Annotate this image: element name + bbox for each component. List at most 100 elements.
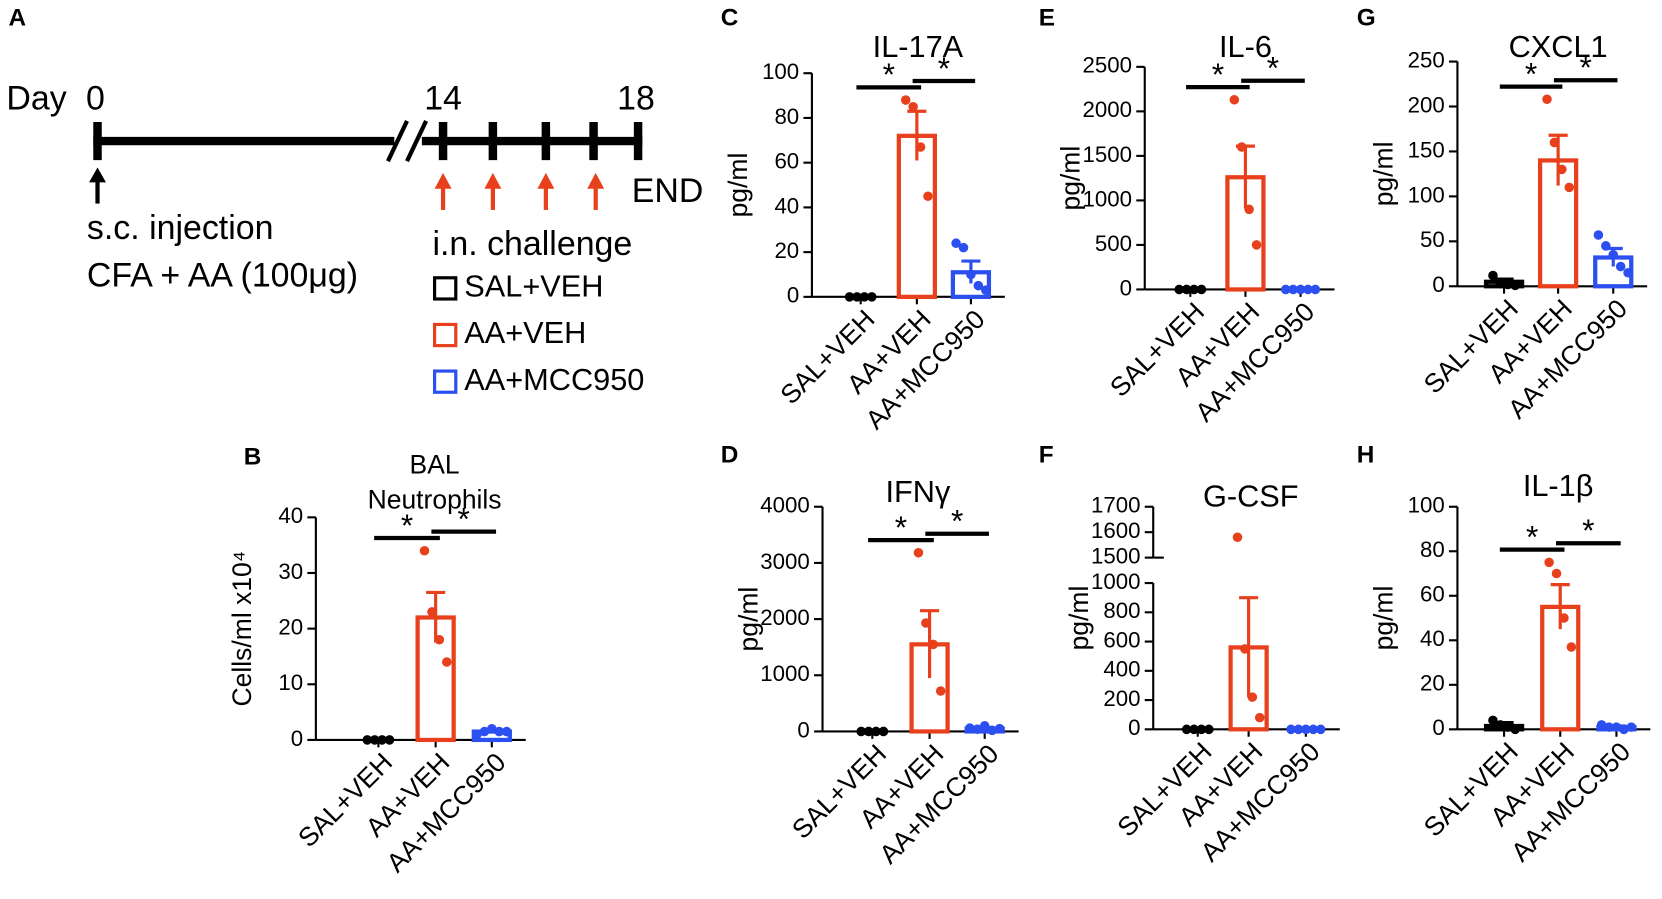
data-point [951, 238, 961, 248]
panel-letter: A [8, 5, 26, 32]
panel-letter: B [244, 443, 262, 470]
arrows [89, 167, 605, 210]
chart: CIL-17Apg/ml020406080100SAL+VEHAA+VEHAA+… [721, 5, 1005, 435]
data-point [1229, 95, 1240, 105]
data-point [928, 639, 939, 650]
data-point [1557, 164, 1567, 175]
data-point [1286, 724, 1296, 735]
significance-label: * [895, 509, 907, 545]
legend-swatch [432, 322, 458, 348]
data-point [1615, 261, 1626, 272]
y-tick-label: 1000 [1091, 569, 1141, 594]
y-tick-label: 150 [1408, 137, 1445, 162]
y-tick-label: 20 [1420, 671, 1445, 696]
legend-label: AA+VEH [464, 315, 586, 350]
y-tick-label: 1500 [1083, 142, 1133, 167]
data-point [923, 191, 933, 201]
data-point [1503, 722, 1513, 732]
y-axis-label: pg/ml [1368, 586, 1398, 651]
y-tick-label: 60 [1420, 582, 1445, 607]
data-point [867, 292, 877, 302]
data-point [1601, 241, 1611, 251]
data-point [863, 726, 874, 737]
panel-letter: H [1357, 441, 1375, 468]
y-tick-label: 40 [774, 193, 799, 218]
y-axis-label: pg/ml [1064, 586, 1094, 651]
data-point [1623, 268, 1633, 278]
data-point [1301, 724, 1311, 735]
data-point [859, 292, 870, 302]
challenge-text: i.n. challenge [432, 225, 632, 263]
injection-text: CFA + AA (100μg) [87, 257, 358, 295]
data-point [1308, 724, 1319, 735]
data-point [1174, 284, 1184, 295]
y-tick-label: 10 [278, 670, 303, 695]
data-point [1503, 279, 1513, 290]
data-point [966, 269, 976, 280]
data-point [878, 726, 889, 737]
day-label: Day [6, 80, 66, 118]
significance-label: * [951, 503, 963, 539]
error-bar [907, 109, 927, 161]
panel-letter: D [721, 441, 739, 468]
data-point [852, 292, 862, 302]
significance-label: * [1582, 512, 1594, 548]
y-tick-label: 100 [1408, 493, 1445, 518]
data-point [501, 726, 512, 737]
data-point [1244, 204, 1254, 215]
data-point [1251, 240, 1262, 250]
data-point [1564, 182, 1575, 193]
data-point [1196, 724, 1207, 735]
data-point [494, 726, 505, 737]
data-point [871, 726, 881, 737]
data-point [1593, 230, 1604, 240]
data-point [973, 280, 984, 291]
significance-label: * [938, 50, 950, 86]
panel-letter: C [721, 5, 739, 32]
y-tick-label: 250 [1408, 47, 1445, 72]
chart-title: BAL [410, 449, 460, 479]
y-axis-label: pg/ml [723, 153, 753, 218]
y-tick-label: 1000 [1083, 186, 1133, 211]
data-point [1510, 280, 1520, 291]
data-point [987, 725, 997, 736]
data-point [921, 618, 931, 628]
error-bar [1550, 583, 1570, 630]
y-tick-label: 20 [278, 615, 303, 640]
y-tick-label: 100 [762, 59, 799, 84]
y-tick-label: 1600 [1091, 518, 1141, 543]
data-point [434, 634, 445, 645]
day: 0 [86, 80, 105, 118]
data-point [1495, 278, 1506, 289]
data-point [472, 729, 482, 740]
day: 18 [617, 80, 655, 118]
panel-letter: F [1039, 441, 1054, 468]
y-tick-label: 0 [797, 717, 809, 742]
y-axis-label: pg/ml [1368, 142, 1398, 207]
timeline-panel: A Day 0 14 18 END s.c. injection CFA + A… [6, 5, 703, 397]
data-point [1549, 137, 1560, 148]
data-point [856, 726, 866, 737]
significance-label: * [1525, 55, 1537, 91]
data-point [1608, 250, 1619, 260]
y-tick-label: 0 [1128, 715, 1140, 740]
chart: HIL-1βpg/ml020406080100SAL+VEHAA+VEHAA+M… [1357, 441, 1651, 867]
data-point [935, 686, 946, 696]
data-point [1189, 724, 1199, 735]
timeline-line [93, 120, 643, 163]
y-tick-label: 60 [774, 149, 799, 174]
chart: DIFNγpg/ml01000200030004000SAL+VEHAA+VEH… [721, 441, 1019, 870]
data-point [1596, 720, 1607, 730]
chart-title: IL-17A [873, 29, 964, 64]
end-label: END [632, 172, 704, 210]
data-point [958, 242, 969, 253]
significance-label: * [1212, 56, 1224, 92]
data-point [900, 95, 911, 105]
data-point [994, 723, 1005, 734]
significance-label: * [1526, 518, 1538, 554]
data-point [1542, 94, 1552, 105]
data-point [487, 724, 497, 734]
y-tick-label: 2000 [1083, 97, 1133, 122]
legend-label: AA+MCC950 [464, 362, 644, 397]
